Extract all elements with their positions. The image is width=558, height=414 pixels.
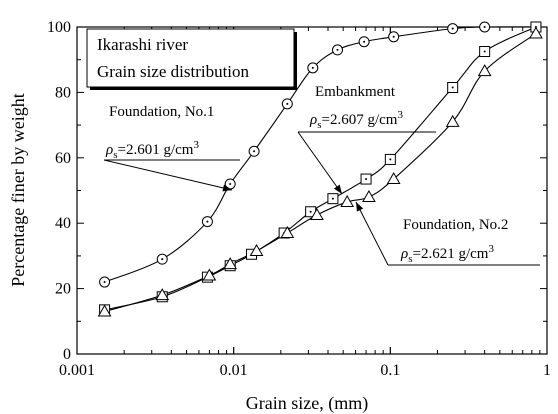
data-point-center-dot xyxy=(483,50,486,53)
data-point-foundation-no2 xyxy=(249,243,264,256)
y-tick-label: 100 xyxy=(47,19,71,36)
data-point-center-dot xyxy=(311,66,314,69)
data-point-center-dot xyxy=(229,182,232,185)
y-tick-label: 20 xyxy=(55,281,71,298)
x-tick-label: 0.001 xyxy=(59,362,95,379)
x-tick-label: 0.01 xyxy=(220,362,248,379)
data-point-center-dot xyxy=(206,220,209,223)
x-tick-label: 1 xyxy=(543,362,551,379)
density-foundation-no2: ρs=2.621 g/cm3 xyxy=(400,243,494,265)
y-tick-label: 80 xyxy=(55,84,71,101)
data-point-center-dot xyxy=(161,258,164,261)
data-point-center-dot xyxy=(363,40,366,43)
data-point-center-dot xyxy=(286,102,289,105)
data-point-center-dot xyxy=(331,197,334,200)
arrowhead xyxy=(222,184,232,192)
data-markers xyxy=(97,21,543,317)
data-point-foundation-no2 xyxy=(202,268,217,281)
rho-symbol: ρ xyxy=(105,142,113,158)
info-box-line-2: Grain size distribution xyxy=(97,62,250,81)
info-box-line-1: Ikarashi river xyxy=(97,35,188,54)
data-point-foundation-no2 xyxy=(529,26,543,39)
rho-symbol: ρ xyxy=(400,246,408,262)
data-point-foundation-no2 xyxy=(445,114,460,127)
data-point-center-dot xyxy=(365,178,368,181)
data-point-center-dot xyxy=(451,86,454,89)
unit-superscript: 3 xyxy=(193,139,199,151)
data-point-foundation-no2 xyxy=(386,172,401,185)
unit-superscript: 3 xyxy=(397,109,403,121)
data-point-center-dot xyxy=(483,26,486,28)
data-point-foundation-no2 xyxy=(340,194,354,207)
density-value-embankment: =2.607 g/cm xyxy=(321,112,397,128)
info-box-frame xyxy=(86,28,295,88)
data-point-center-dot xyxy=(392,35,395,38)
rho-subscript: s xyxy=(408,253,412,265)
data-point-foundation-no2 xyxy=(310,208,324,221)
unit-superscript: 3 xyxy=(488,243,494,255)
data-point-center-dot xyxy=(309,210,312,213)
data-point-foundation-no2 xyxy=(223,257,238,270)
annotations: Foundation, No.1 ρs=2.601 g/cm3 Embankme… xyxy=(103,84,540,266)
y-tick-label: 40 xyxy=(55,215,71,232)
data-point-foundation-no2 xyxy=(362,190,376,203)
leader-no1 xyxy=(103,159,233,191)
data-point-center-dot xyxy=(336,48,339,51)
y-axis-title: Percentage finer by weight xyxy=(8,93,28,286)
rho-subscript: s xyxy=(113,149,117,161)
density-embankment: ρs=2.607 g/cm3 xyxy=(309,109,403,131)
data-point-foundation-no2 xyxy=(477,64,492,77)
tick-labels: 0 20 40 60 80 100 0.001 0.01 0.1 1 xyxy=(47,19,551,379)
data-point-center-dot xyxy=(451,27,454,30)
info-box: Ikarashi river Grain size distribution xyxy=(86,28,297,90)
data-point-center-dot xyxy=(389,158,392,161)
density-value-no2: =2.621 g/cm xyxy=(412,246,488,262)
density-foundation-no1: ρs=2.601 g/cm3 xyxy=(105,139,199,161)
arrowhead xyxy=(356,202,364,212)
label-foundation-no1: Foundation, No.1 xyxy=(109,104,214,120)
label-embankment: Embankment xyxy=(315,84,396,100)
x-axis-title: Grain size, (mm) xyxy=(246,393,368,414)
y-tick-label: 0 xyxy=(63,346,71,363)
rho-symbol: ρ xyxy=(309,112,317,128)
leader-no2 xyxy=(355,201,389,266)
y-tick-label: 60 xyxy=(55,150,71,167)
leader-arrowheads xyxy=(222,184,364,212)
density-value-no1: =2.601 g/cm xyxy=(117,142,193,158)
x-tick-label: 0.1 xyxy=(380,362,400,379)
data-point-center-dot xyxy=(103,281,106,284)
data-point-foundation-no2 xyxy=(280,226,295,239)
data-point-center-dot xyxy=(253,150,256,153)
arrowhead xyxy=(333,184,342,194)
leader-embankment xyxy=(297,131,343,195)
label-foundation-no2: Foundation, No.2 xyxy=(403,217,508,233)
data-point-foundation-no2 xyxy=(155,288,170,301)
rho-subscript: s xyxy=(317,119,321,131)
data-point-foundation-no2 xyxy=(97,304,112,317)
